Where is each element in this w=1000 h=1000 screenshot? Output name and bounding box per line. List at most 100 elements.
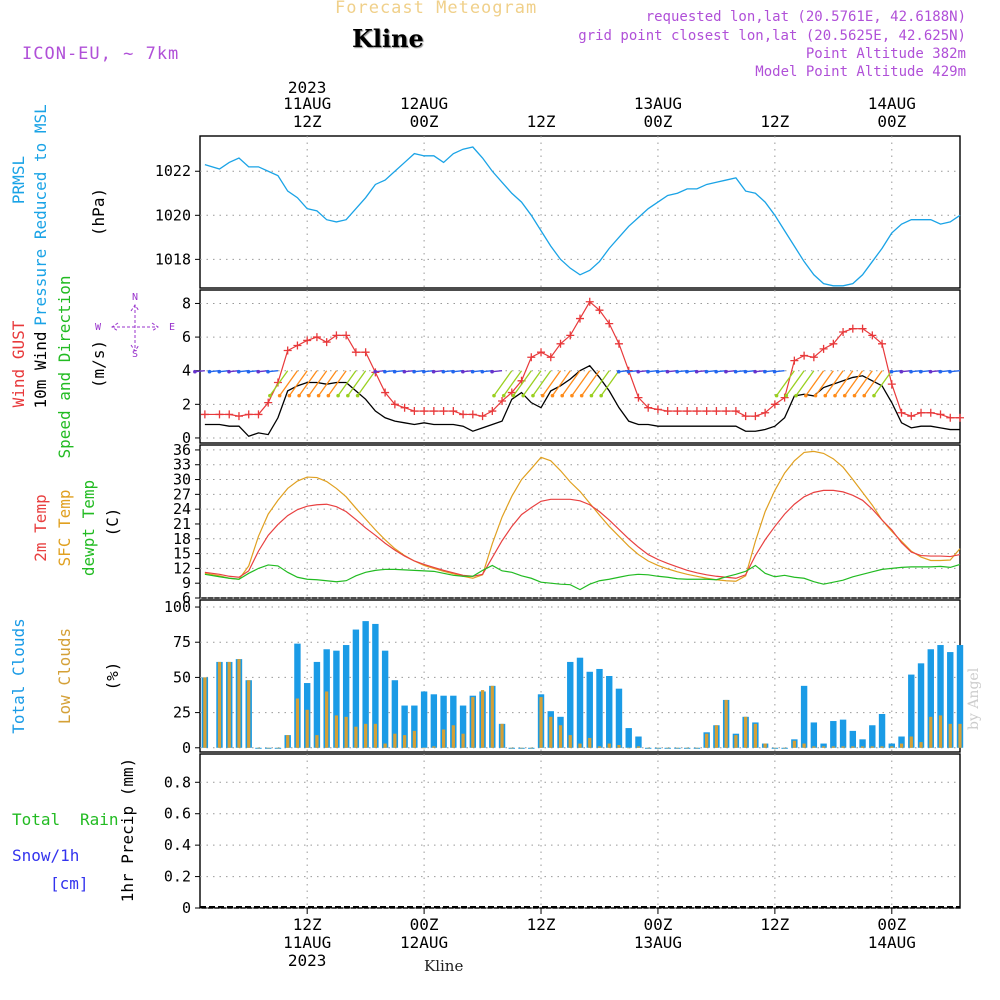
compass-north: N (132, 292, 138, 303)
gust-marker (225, 410, 234, 419)
model-altitude: Model Point Altitude 429m (755, 64, 966, 80)
wind-arrow-head (383, 369, 387, 374)
total-cloud-bar (888, 743, 895, 748)
wind-direction-arrow (805, 370, 825, 397)
gust-marker (761, 408, 770, 417)
low-cloud-bar (276, 747, 280, 749)
low-cloud-bar (461, 733, 465, 748)
low-cloud-bar (636, 746, 641, 748)
compass-east: E (169, 322, 175, 333)
total-cloud-bar (947, 652, 954, 748)
model-label: ICON-EU, ~ 7km (22, 44, 180, 64)
y-tick-label: 12 (173, 559, 191, 577)
compass-west: W (95, 322, 102, 333)
low-cloud-bar (354, 726, 358, 748)
low-cloud-bar (880, 746, 884, 748)
low-cloud-bar (295, 698, 300, 748)
wind-speed-line (204, 364, 960, 438)
wind-arrow-head (704, 369, 709, 374)
gust-marker (780, 393, 789, 402)
bottom-hour-label: 12Z (760, 915, 789, 934)
total-cloud-bar (869, 725, 876, 748)
low-cloud-bar (315, 735, 319, 748)
prmsl-label: PRMSL (9, 156, 28, 204)
total-cloud-bar (313, 661, 321, 748)
wind-direction-arrow (590, 370, 610, 397)
wind-arrow-head (441, 369, 446, 374)
wind-direction-arrow (571, 370, 591, 397)
location-title: Kline (352, 24, 424, 53)
wind-arrow-head (501, 393, 506, 398)
wind-arrow-head (714, 369, 718, 374)
total-cloud-bar (830, 721, 837, 748)
low-cloud-bar (325, 691, 329, 748)
y-tick-label: 0 (182, 429, 191, 447)
wind-arrow-head (266, 369, 270, 374)
total-cloud-bar (372, 623, 379, 748)
wind-arrow-head (852, 393, 857, 398)
gust-marker (546, 353, 555, 362)
wind-arrow-head (307, 393, 311, 398)
y-tick-label: 6 (182, 589, 191, 607)
wind-direction-arrow (795, 370, 815, 397)
total-cloud-bar (849, 730, 857, 748)
low-cloud-bar (451, 725, 455, 748)
y-tick-label: 0.8 (164, 773, 191, 791)
top-hour-label: 12Z (760, 112, 789, 131)
y-tick-label: 21 (173, 515, 191, 533)
gust-marker (381, 388, 390, 397)
total-cloud-bar (859, 739, 866, 748)
wind-arrow-head (346, 393, 350, 398)
wind-arrow-head (665, 369, 670, 374)
wind-arrow-head (217, 369, 222, 374)
gust-marker (858, 324, 867, 333)
wind-arrow-head (236, 369, 241, 374)
y-tick-label: 0 (182, 739, 191, 757)
bottom-hour-label: 12Z (527, 915, 556, 934)
gust-marker (692, 407, 701, 416)
total-cloud-bar (459, 705, 467, 748)
wind-arrow-head (938, 369, 943, 374)
total-cloud-bar (908, 674, 915, 748)
wind-arrow-head (685, 369, 689, 374)
wind-arrow-head (753, 369, 757, 374)
gust-marker (527, 353, 536, 362)
gust-marker (946, 413, 955, 422)
total-cloud-bar (927, 649, 934, 748)
wind-arrow-head (470, 369, 475, 374)
wind-arrow-head (207, 369, 212, 374)
low-cloud-bar (909, 736, 913, 748)
wind-direction-arrow (503, 370, 523, 397)
gust-marker (848, 324, 857, 333)
gust-marker (200, 410, 209, 419)
clouds-unit: (%) (103, 662, 122, 691)
low-cloud-bar (364, 723, 368, 748)
total-cloud-bar (450, 695, 457, 748)
low-cloud-bar (929, 716, 933, 748)
low-cloud-bar (373, 723, 377, 748)
wind-arrow-head (803, 393, 808, 398)
total-rain-label-rain: Rain (80, 810, 119, 829)
pressure-line (204, 146, 961, 287)
gust-marker (361, 348, 370, 357)
wind-arrow-head (193, 369, 197, 374)
wind-arrow-head (392, 369, 397, 374)
wind-arrow-head (422, 369, 426, 374)
low-cloud-bar (627, 747, 631, 749)
y-tick-label: 24 (173, 500, 191, 518)
total-cloud-bar (362, 621, 369, 748)
gust-marker (868, 331, 877, 340)
wind-direction-arrow (873, 370, 893, 397)
low-cloud-bar (851, 746, 855, 748)
y-tick-label: 9 (182, 574, 191, 592)
wind-arrow-head (636, 369, 641, 374)
total-cloud-bar (420, 691, 428, 748)
wind-arrow-head (694, 369, 699, 374)
top-date-label: 14AUG (868, 94, 916, 113)
total-cloud-bar (294, 643, 301, 748)
low-cloud-bar (237, 659, 241, 748)
wind-arrow-head (451, 369, 455, 374)
gust-marker (459, 410, 468, 419)
wind-arrow-head (823, 393, 828, 398)
